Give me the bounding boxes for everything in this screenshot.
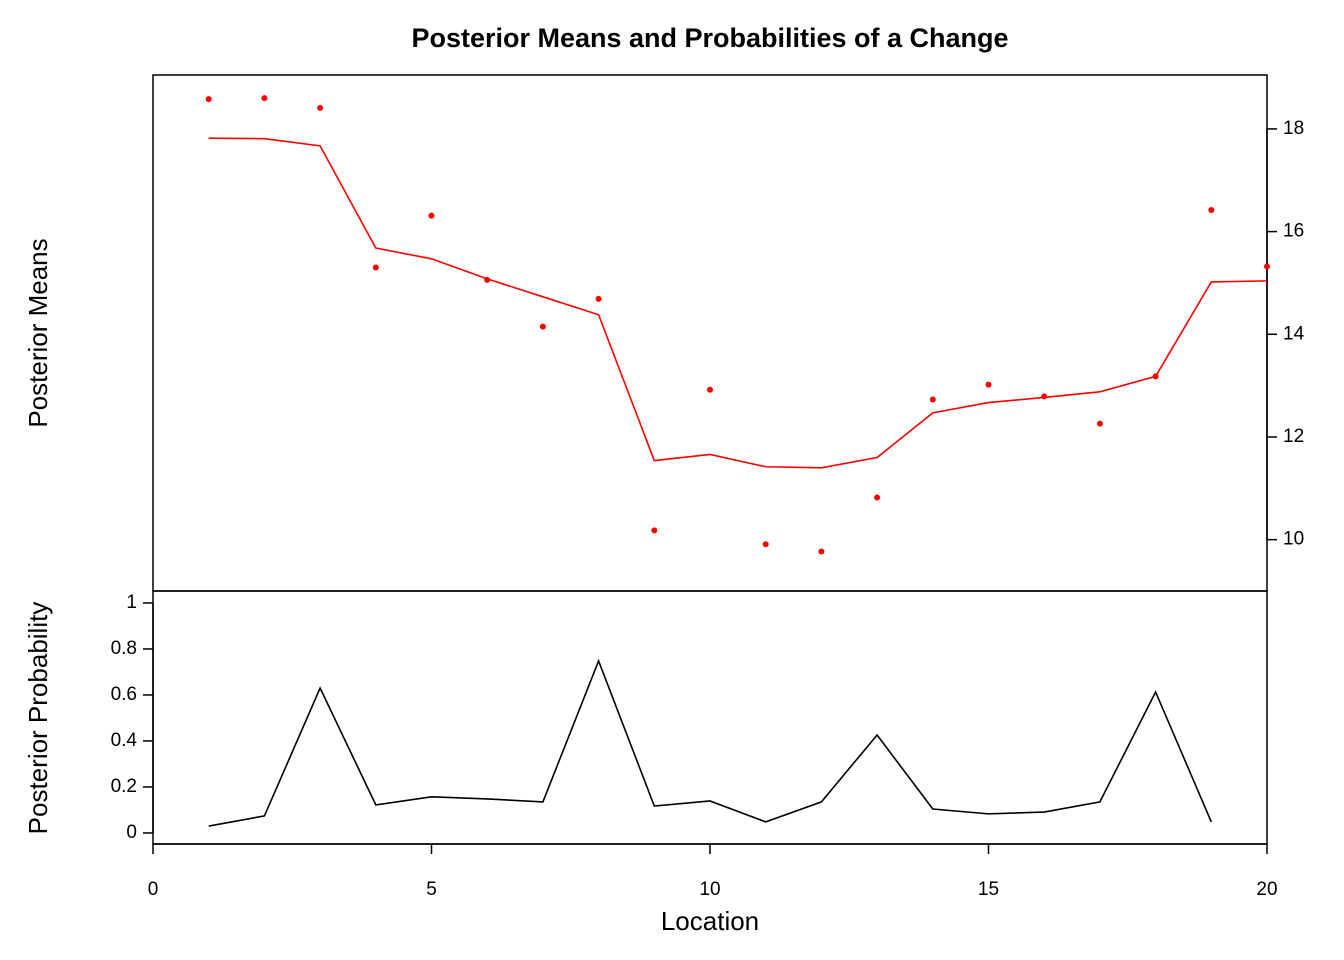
y-tick-label: 0.2 <box>111 776 137 797</box>
y-tick-label: 0.8 <box>111 638 137 659</box>
data-point <box>428 212 435 219</box>
data-point <box>651 527 658 534</box>
data-point <box>707 386 713 393</box>
y-tick-label: 0.6 <box>111 684 137 705</box>
x-tick-label: 0 <box>148 879 159 900</box>
y-tick-label: 14 <box>1283 323 1305 344</box>
data-line <box>208 658 1213 827</box>
data-point <box>929 396 936 403</box>
data-point <box>261 95 268 102</box>
data-point <box>874 494 881 501</box>
x-axis-label: Location <box>661 906 759 936</box>
data-point <box>985 381 992 388</box>
plot-frame <box>152 590 1268 845</box>
data-point <box>762 541 769 548</box>
y-tick-label: 12 <box>1283 426 1304 447</box>
data-point <box>317 104 324 111</box>
data-point <box>372 264 379 271</box>
x-tick-label: 10 <box>699 879 720 900</box>
y-tick-label: 10 <box>1283 529 1304 550</box>
y-axis-label: Posterior Probability <box>23 602 53 835</box>
y-tick-label: 0 <box>126 822 137 843</box>
data-point <box>539 323 546 330</box>
data-point <box>818 548 825 555</box>
x-tick-label: 20 <box>1256 879 1277 900</box>
y-tick-label: 0.4 <box>111 730 138 751</box>
y-axis-label: Posterior Means <box>23 238 53 427</box>
x-tick-label: 5 <box>426 879 437 900</box>
chart-title: Posterior Means and Probabilities of a C… <box>411 23 1008 53</box>
data-point <box>1041 393 1048 400</box>
y-tick-label: 16 <box>1283 221 1304 242</box>
data-line <box>208 137 1268 469</box>
data-point <box>1096 420 1103 427</box>
y-tick-label: 18 <box>1283 118 1304 139</box>
plot-frame <box>152 74 1268 592</box>
data-point <box>205 96 212 103</box>
data-point <box>595 295 602 302</box>
data-point <box>1208 207 1215 214</box>
y-tick-label: 1 <box>126 592 137 613</box>
x-tick-label: 15 <box>978 879 999 900</box>
data-point <box>1264 263 1270 270</box>
